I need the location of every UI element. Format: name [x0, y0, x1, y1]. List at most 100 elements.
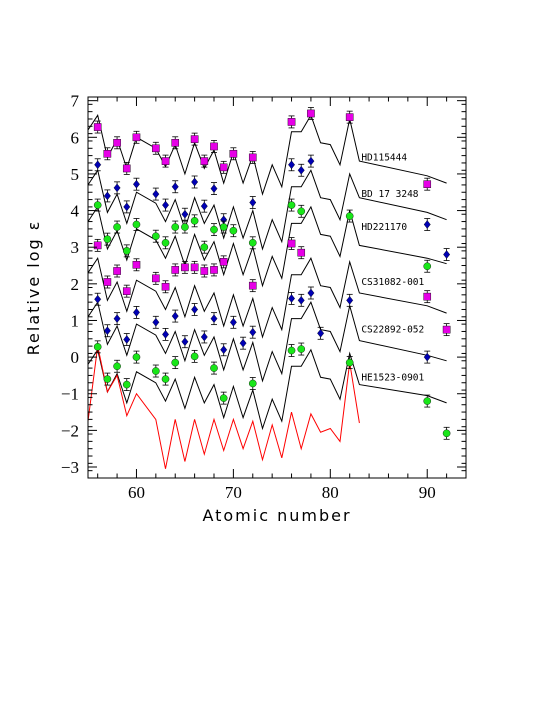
data-point — [200, 264, 209, 278]
diamond-marker — [191, 177, 199, 187]
data-point — [161, 236, 170, 250]
x-tick-label: 80 — [322, 483, 339, 502]
star-series-5 — [94, 286, 431, 364]
circle-marker — [181, 223, 189, 231]
data-point — [161, 372, 170, 386]
data-point — [113, 220, 121, 234]
square-marker — [190, 263, 199, 272]
data-point — [219, 255, 228, 269]
data-point — [113, 359, 121, 373]
diamond-marker — [152, 189, 160, 199]
circle-marker — [442, 429, 451, 438]
star-series-4 — [93, 237, 451, 337]
diamond-marker — [113, 183, 121, 193]
data-point — [113, 136, 121, 150]
data-point — [423, 290, 432, 304]
square-marker — [103, 149, 112, 158]
y-tick-label: 7 — [71, 92, 80, 111]
data-point — [288, 158, 295, 172]
square-marker — [442, 325, 451, 334]
data-point — [200, 330, 208, 344]
star-label-4: CS31082-001 — [361, 277, 424, 288]
diamond-marker — [94, 294, 102, 304]
circle-marker — [219, 223, 228, 231]
data-point — [210, 263, 218, 277]
data-point — [200, 199, 208, 213]
square-marker — [190, 135, 199, 143]
star-label-5: CS22892-052 — [361, 325, 424, 336]
data-point — [152, 271, 160, 285]
data-point — [307, 154, 315, 168]
circle-marker — [229, 226, 238, 235]
data-point — [103, 372, 112, 386]
circle-marker — [200, 243, 209, 252]
data-point — [133, 177, 140, 191]
data-point — [297, 246, 306, 260]
circle-marker — [103, 375, 112, 383]
star-series-6 — [93, 340, 451, 440]
square-marker — [152, 144, 160, 153]
data-point — [423, 177, 432, 191]
data-point — [200, 240, 209, 254]
circle-marker — [113, 223, 121, 231]
square-marker — [287, 239, 296, 248]
diamond-marker — [123, 202, 131, 212]
diamond-marker — [171, 311, 179, 321]
circle-marker — [93, 343, 102, 351]
solar-curve-6 — [87, 348, 447, 431]
circle-marker — [171, 223, 180, 231]
square-marker — [210, 266, 218, 274]
star-label-3: HD221170 — [361, 222, 407, 233]
square-marker — [423, 180, 432, 188]
data-point — [171, 356, 180, 370]
square-marker — [93, 241, 102, 250]
data-point — [346, 293, 354, 307]
circle-marker — [248, 379, 257, 388]
data-point — [133, 306, 140, 319]
data-point — [345, 356, 354, 370]
square-marker — [93, 123, 102, 131]
y-tick-label: 1 — [71, 311, 80, 330]
circle-marker — [219, 394, 228, 402]
data-point — [297, 293, 305, 307]
square-marker — [345, 113, 354, 121]
data-point — [220, 343, 228, 357]
data-point — [345, 209, 354, 223]
diamond-marker — [288, 160, 295, 170]
square-marker — [103, 278, 112, 286]
data-point — [287, 344, 296, 357]
solar-curve-7 — [87, 345, 360, 469]
data-point — [287, 198, 296, 212]
data-point — [94, 292, 102, 306]
data-point — [152, 315, 160, 329]
data-point — [171, 263, 180, 277]
data-point — [210, 312, 218, 326]
star-label-1: HD115444 — [361, 152, 407, 163]
circle-marker — [93, 201, 102, 209]
data-point — [443, 248, 451, 261]
circle-marker — [132, 220, 141, 229]
data-point — [248, 151, 257, 164]
data-point — [191, 175, 199, 189]
data-point — [190, 349, 199, 363]
square-marker — [200, 157, 209, 165]
data-point — [103, 232, 112, 246]
data-point — [171, 220, 180, 234]
y-tick-label: −2 — [61, 421, 79, 440]
data-point — [132, 130, 141, 144]
data-point — [288, 292, 295, 305]
diamond-marker — [317, 328, 325, 338]
data-point — [93, 340, 102, 354]
circle-marker — [297, 207, 306, 216]
circle-marker — [190, 217, 199, 225]
circle-marker — [297, 345, 306, 353]
data-point — [103, 147, 112, 161]
data-point — [345, 110, 354, 124]
data-point — [229, 147, 238, 161]
diamond-marker — [123, 335, 131, 344]
square-marker — [122, 164, 131, 173]
data-point — [248, 377, 257, 390]
data-point — [219, 220, 228, 234]
diamond-marker — [162, 330, 169, 339]
